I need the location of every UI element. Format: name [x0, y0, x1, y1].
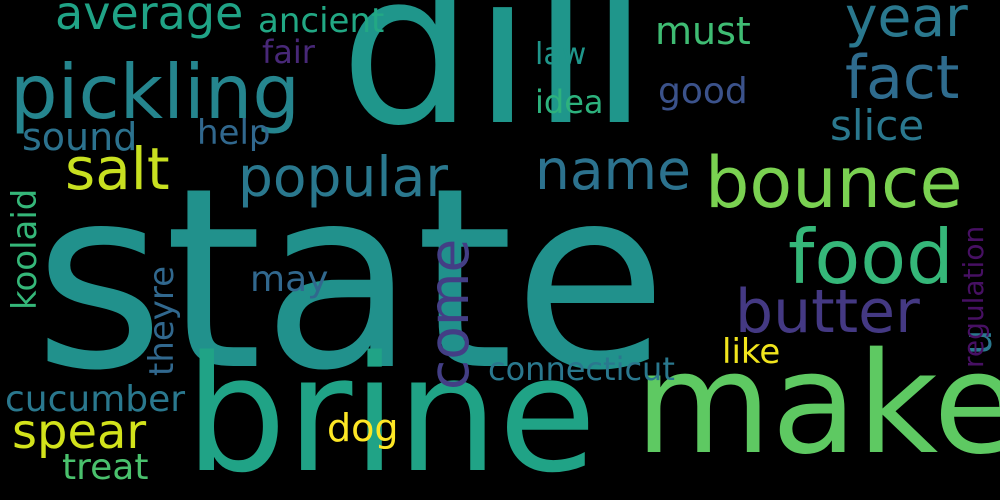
- word-come: come: [417, 238, 481, 390]
- word-salt: salt: [65, 135, 170, 203]
- word-slice: slice: [830, 101, 925, 150]
- word-treat: treat: [62, 447, 149, 488]
- word-average: average: [55, 0, 244, 40]
- word-may: may: [250, 259, 329, 300]
- word-koolaid: koolaid: [5, 188, 45, 310]
- word-butter: butter: [735, 277, 920, 347]
- word-good: good: [658, 71, 748, 112]
- word-regulation: regulation: [957, 225, 990, 368]
- word-popular: popular: [238, 145, 448, 209]
- word-dog: dog: [327, 406, 399, 450]
- word-must: must: [655, 9, 751, 53]
- word-fair: fair: [262, 33, 315, 71]
- word-food: food: [788, 213, 954, 301]
- word-bounce: bounce: [705, 142, 963, 224]
- word-state: state: [34, 134, 668, 425]
- word-idea: idea: [535, 83, 604, 121]
- word-theyre: theyre: [142, 265, 182, 376]
- word-pickling: pickling: [10, 48, 300, 136]
- word-name: name: [535, 138, 691, 202]
- word-like: like: [722, 332, 781, 372]
- word-dill: dill: [340, 0, 649, 172]
- word-spear: spear: [12, 404, 147, 460]
- word-cucumber: cucumber: [5, 379, 186, 420]
- word-year: year: [845, 0, 968, 49]
- word-help: help: [197, 113, 271, 153]
- word-sound: sound: [22, 115, 138, 159]
- word-fact: fact: [845, 43, 960, 113]
- word-ancient: ancient: [258, 1, 385, 41]
- word-connecticut: connecticut: [488, 350, 675, 388]
- word-law: law: [535, 37, 587, 72]
- word-make: make: [635, 323, 1000, 486]
- word-brine: brine: [185, 321, 597, 500]
